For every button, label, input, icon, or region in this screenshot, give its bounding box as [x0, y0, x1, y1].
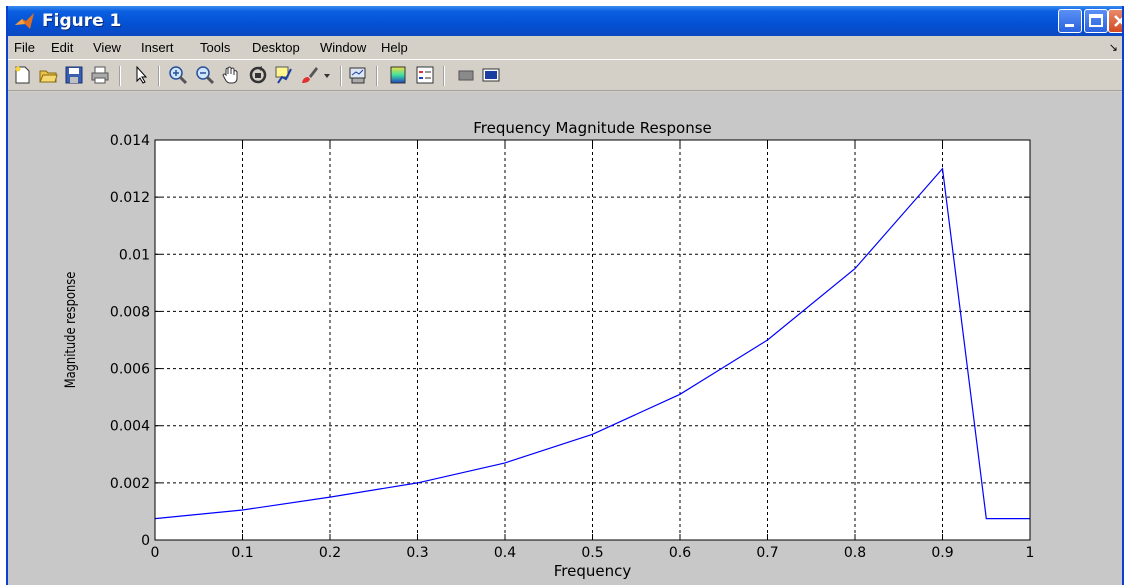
- minimize-button[interactable]: [1058, 9, 1082, 33]
- menu-edit[interactable]: Edit: [51, 40, 74, 55]
- maximize-button[interactable]: [1084, 9, 1108, 33]
- x-tick-label: 0: [151, 545, 160, 561]
- matlab-logo-icon: [15, 13, 34, 29]
- x-tick-label: 0.6: [669, 545, 691, 561]
- x-tick-label: 0.9: [931, 545, 953, 561]
- colorbar-icon[interactable]: [388, 65, 408, 85]
- toolbar-separator: [443, 66, 445, 86]
- y-tick-label: 0.006: [110, 362, 150, 378]
- show-plot-tools-icon[interactable]: [481, 65, 501, 85]
- save-icon[interactable]: [64, 65, 84, 85]
- x-tick-label: 0.5: [581, 545, 603, 561]
- zoom-in-icon[interactable]: [168, 65, 188, 85]
- y-tick-label: 0.002: [110, 476, 150, 492]
- y-tick-label: 0.008: [110, 304, 150, 320]
- x-tick-label: 0.4: [494, 545, 516, 561]
- print-icon[interactable]: [90, 65, 110, 85]
- y-axis-label: Magnitude response: [63, 272, 79, 389]
- y-tick-label: 0.01: [119, 247, 150, 263]
- brush-icon[interactable]: [300, 65, 320, 85]
- brush-dropdown-icon[interactable]: [322, 65, 332, 85]
- y-tick-label: 0.012: [110, 190, 150, 206]
- y-tick-label: 0.004: [110, 419, 150, 435]
- maximize-icon: [1089, 14, 1103, 27]
- y-tick-label: 0: [141, 533, 150, 549]
- menu-window[interactable]: Window: [320, 40, 367, 55]
- menu-bar: File Edit View Insert Tools Desktop Wind…: [8, 36, 1122, 58]
- x-tick-label: 0.8: [844, 545, 866, 561]
- y-tick-label: 0.014: [110, 133, 150, 149]
- figure-canvas: 0 0.1 0.2 0.3 0.4 0.5 0.6 0.7 0.8 0.9 1 0 0.002 0.004…: [8, 92, 1122, 585]
- hide-plot-tools-icon[interactable]: [456, 65, 476, 85]
- x-tick-label: 0.7: [756, 545, 778, 561]
- menu-tools[interactable]: Tools: [200, 40, 231, 55]
- title-bar[interactable]: Figure 1: [8, 6, 1122, 36]
- magnitude-response-line[interactable]: [154, 167, 1030, 520]
- menu-file[interactable]: File: [14, 40, 35, 55]
- zoom-out-icon[interactable]: [195, 65, 215, 85]
- toolbar-separator: [119, 66, 121, 86]
- x-axis-label: Frequency: [554, 562, 632, 580]
- data-cursor-icon[interactable]: [274, 65, 294, 85]
- line-chart[interactable]: 0 0.1 0.2 0.3 0.4 0.5 0.6 0.7 0.8 0.9 1 0 0.002 0.004…: [8, 92, 1122, 585]
- toolbar: [8, 59, 1122, 91]
- figure-window: Figure 1 File Edit View Insert Tools Des…: [6, 6, 1124, 585]
- x-tick-label: 0.3: [406, 545, 428, 561]
- close-icon: [1114, 15, 1122, 27]
- chart-title: Frequency Magnitude Response: [473, 119, 712, 137]
- new-figure-icon[interactable]: [12, 65, 32, 85]
- toolbar-separator: [376, 66, 378, 86]
- pan-hand-icon[interactable]: [221, 65, 241, 85]
- menu-help[interactable]: Help: [381, 40, 408, 55]
- open-file-icon[interactable]: [38, 65, 58, 85]
- menu-insert[interactable]: Insert: [141, 40, 174, 55]
- toolbar-separator: [158, 66, 160, 86]
- legend-icon[interactable]: [415, 65, 435, 85]
- toolbar-separator: [340, 66, 342, 86]
- menu-desktop[interactable]: Desktop: [252, 40, 300, 55]
- close-button[interactable]: [1108, 9, 1122, 33]
- x-tick-label: 0.1: [231, 545, 253, 561]
- menu-overflow-icon[interactable]: ↘: [1108, 42, 1118, 54]
- rotate-3d-icon[interactable]: [248, 65, 268, 85]
- window-title: Figure 1: [42, 11, 122, 31]
- edit-plot-arrow-icon[interactable]: [132, 65, 152, 85]
- menu-view[interactable]: View: [93, 40, 121, 55]
- minimize-icon: [1065, 24, 1074, 27]
- x-tick-label: 0.2: [319, 545, 341, 561]
- x-tick-label: 1: [1026, 545, 1035, 561]
- link-plot-icon[interactable]: [348, 65, 368, 85]
